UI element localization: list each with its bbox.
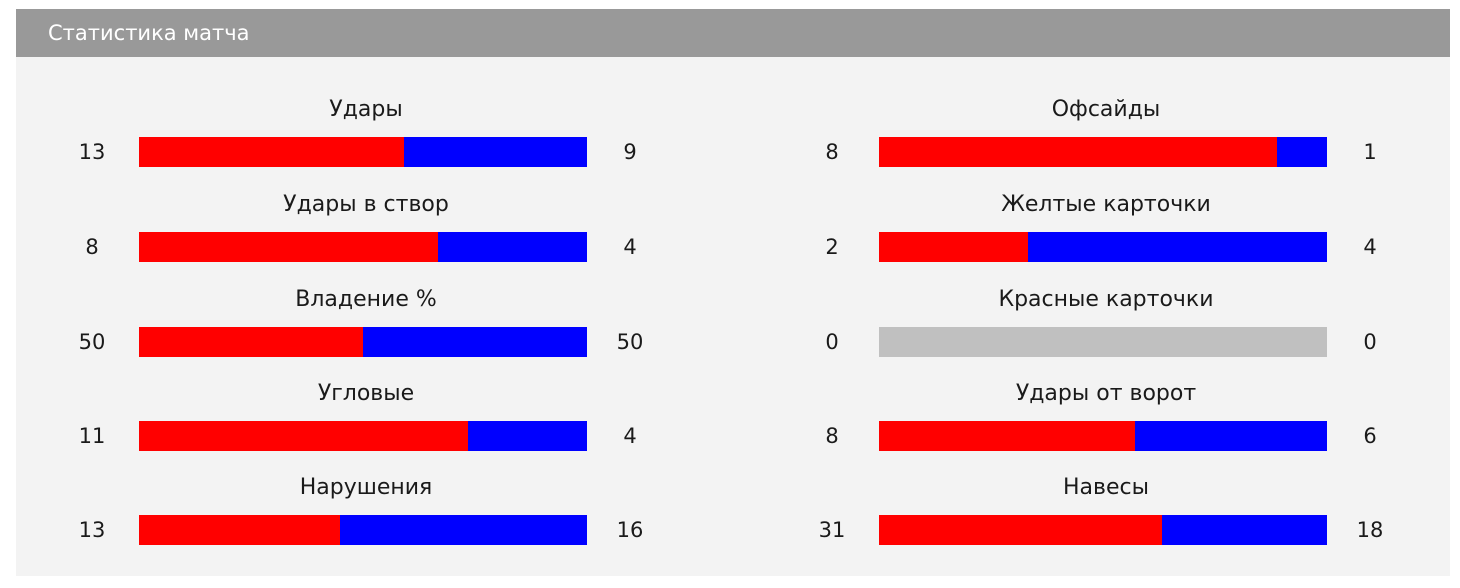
stat-label: Навесы <box>1063 475 1149 500</box>
home-value: 31 <box>818 518 846 542</box>
bar-home-segment <box>879 137 1278 167</box>
bar-home-segment <box>139 515 340 545</box>
stat-label: Угловые <box>317 381 415 406</box>
bar-home-segment <box>879 232 1029 262</box>
stat-label: Офсайды <box>1051 97 1161 122</box>
stat-bar <box>139 421 587 451</box>
stat-label: Владение % <box>295 287 437 312</box>
away-value: 4 <box>623 235 637 259</box>
stat-bar <box>879 137 1327 167</box>
panel-header: Статистика матча <box>16 9 1450 57</box>
away-value: 16 <box>616 518 644 542</box>
stat-bar <box>879 232 1327 262</box>
stat-row-corners: Угловые 11 4 <box>16 377 656 457</box>
home-value: 8 <box>825 140 839 164</box>
home-value: 11 <box>78 424 106 448</box>
stat-bar <box>139 232 587 262</box>
home-value: 13 <box>78 140 106 164</box>
bar-empty <box>879 327 1327 357</box>
bar-away-segment <box>403 137 587 167</box>
bar-away-segment <box>363 327 587 357</box>
home-value: 8 <box>85 235 99 259</box>
stat-bar <box>879 327 1327 357</box>
stat-row-shots: Удары 13 9 <box>16 93 656 173</box>
bar-home-segment <box>139 137 404 167</box>
stat-row-offsides: Офсайды 8 1 <box>756 93 1396 173</box>
stat-label: Удары от ворот <box>1015 381 1197 406</box>
away-value: 4 <box>1363 235 1377 259</box>
panel-title: Статистика матча <box>48 21 250 45</box>
stat-row-goal-kicks: Удары от ворот 8 6 <box>756 377 1396 457</box>
stat-bar <box>139 327 587 357</box>
stat-bar <box>139 515 587 545</box>
away-value: 1 <box>1363 140 1377 164</box>
stat-label: Желтые карточки <box>1001 192 1211 217</box>
stat-bar <box>879 421 1327 451</box>
bar-away-segment <box>437 232 587 262</box>
stat-row-crosses: Навесы 31 18 <box>756 471 1396 551</box>
away-value: 6 <box>1363 424 1377 448</box>
stat-row-shots-on-target: Удары в створ 8 4 <box>16 188 656 268</box>
bar-away-segment <box>1028 232 1327 262</box>
away-value: 9 <box>623 140 637 164</box>
bar-home-segment <box>139 327 363 357</box>
stat-label: Красные карточки <box>998 287 1214 312</box>
bar-home-segment <box>139 421 468 451</box>
bar-away-segment <box>1277 137 1327 167</box>
bar-away-segment <box>1135 421 1327 451</box>
bar-away-segment <box>1162 515 1327 545</box>
stat-row-possession: Владение % 50 50 <box>16 283 656 363</box>
bar-home-segment <box>879 515 1163 545</box>
bar-away-segment <box>467 421 587 451</box>
bar-home-segment <box>139 232 438 262</box>
away-value: 0 <box>1363 330 1377 354</box>
home-value: 8 <box>825 424 839 448</box>
stat-label: Удары в створ <box>283 192 449 217</box>
stat-row-fouls: Нарушения 13 16 <box>16 471 656 551</box>
home-value: 50 <box>78 330 106 354</box>
away-value: 50 <box>616 330 644 354</box>
stat-label: Удары <box>329 97 403 122</box>
stat-row-red-cards: Красные карточки 0 0 <box>756 283 1396 363</box>
home-value: 2 <box>825 235 839 259</box>
bar-away-segment <box>339 515 587 545</box>
away-value: 4 <box>623 424 637 448</box>
stat-bar <box>879 515 1327 545</box>
stat-bar <box>139 137 587 167</box>
stat-label: Нарушения <box>299 475 433 500</box>
stat-row-yellow-cards: Желтые карточки 2 4 <box>756 188 1396 268</box>
home-value: 0 <box>825 330 839 354</box>
match-stats-panel: Статистика матча Удары 13 9 Удары в ство… <box>16 9 1450 576</box>
bar-home-segment <box>879 421 1135 451</box>
home-value: 13 <box>78 518 106 542</box>
away-value: 18 <box>1356 518 1384 542</box>
